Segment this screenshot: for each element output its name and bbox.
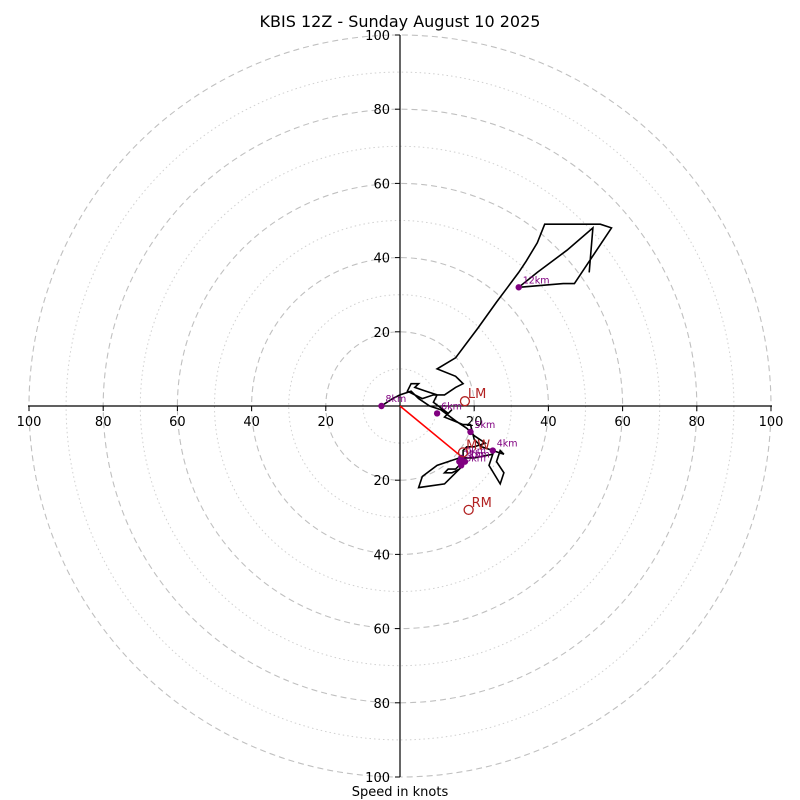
height-marker-label: 4km — [497, 439, 518, 450]
x-tick-label: 60 — [169, 415, 186, 430]
y-tick-label: 60 — [373, 623, 390, 638]
x-tick-label: 100 — [759, 415, 784, 430]
height-marker-label: 2km — [463, 450, 484, 461]
x-tick-label: 20 — [318, 415, 335, 430]
height-marker-label: 6km — [441, 401, 462, 412]
y-tick-label: 80 — [373, 697, 390, 712]
height-marker-5km — [467, 428, 474, 436]
height-marker-12km — [515, 284, 522, 291]
y-tick-label: 40 — [373, 548, 390, 563]
height-marker-label: 0km — [465, 446, 486, 457]
height-marker-label: 1km — [469, 450, 490, 461]
x-tick-label: 20 — [466, 415, 483, 430]
height-marker-label: 8km — [385, 394, 406, 405]
y-tick-label: 20 — [373, 474, 390, 489]
height-marker-label: 3km — [465, 453, 486, 464]
height-marker-8km — [378, 402, 385, 410]
y-tick-label: 40 — [373, 252, 390, 267]
height-marker-3km — [458, 462, 465, 469]
storm-motion-label: LM — [468, 387, 486, 402]
y-ticks: 100 80 60 40 20 20 40 60 80 100 — [365, 29, 400, 786]
chart-title: KBIS 12Z - Sunday August 10 2025 — [260, 12, 541, 31]
storm-motion-markers: LM RM MW — [457, 387, 492, 516]
x-tick-label: 40 — [540, 415, 557, 430]
x-axis-label: Speed in knots — [352, 785, 449, 800]
x-ticks: 100 80 60 40 20 20 40 60 80 100 — [17, 406, 784, 430]
x-tick-label: 100 — [17, 415, 42, 430]
height-marker-6km — [433, 410, 441, 417]
y-tick-label: 100 — [365, 771, 390, 786]
x-tick-label: 80 — [95, 415, 112, 430]
x-tick-label: 60 — [614, 415, 631, 430]
y-tick-label: 80 — [373, 103, 390, 118]
height-marker-label: 5km — [474, 420, 495, 431]
storm-motion-label: RM — [472, 496, 492, 511]
storm-motion-rm — [463, 504, 474, 516]
y-tick-label: 60 — [373, 177, 390, 192]
storm-motion-label: MW — [466, 438, 490, 453]
x-tick-label: 40 — [243, 415, 260, 430]
shear-vector — [399, 405, 464, 459]
y-tick-label: 100 — [365, 29, 390, 44]
y-tick-label: 20 — [373, 326, 390, 341]
height-marker-4km — [489, 447, 496, 454]
height-marker-label: 12km — [523, 275, 550, 286]
x-tick-label: 80 — [689, 415, 706, 430]
storm-motion-lm — [459, 396, 471, 407]
storm-motion-mw — [457, 447, 469, 458]
